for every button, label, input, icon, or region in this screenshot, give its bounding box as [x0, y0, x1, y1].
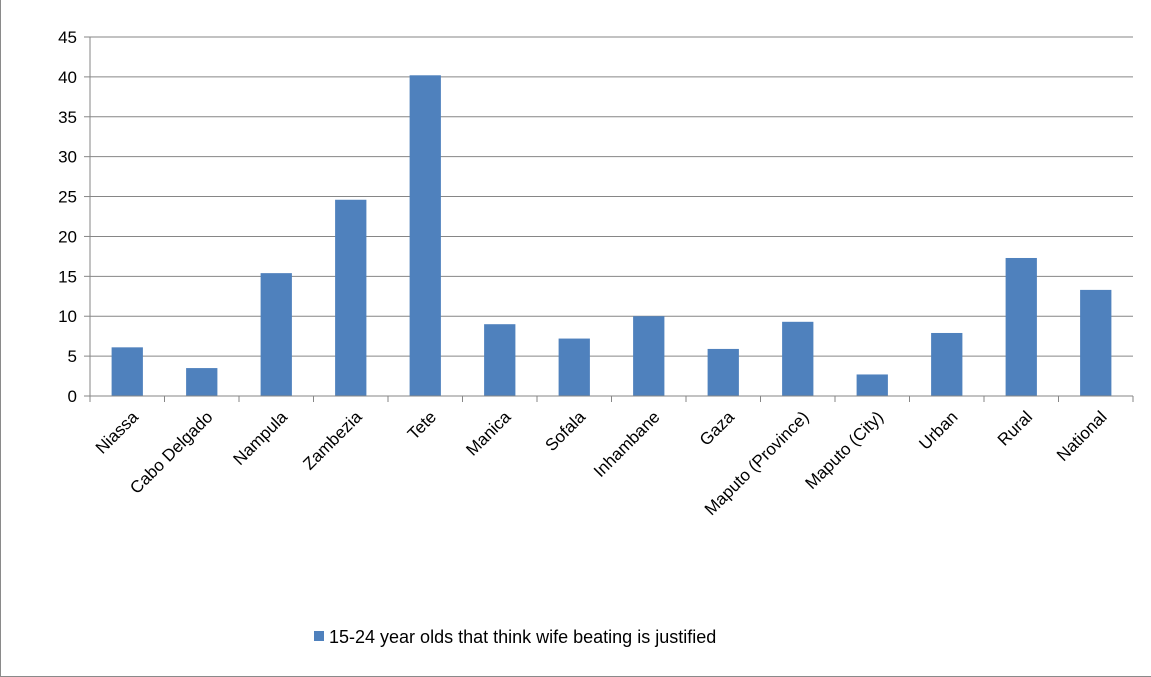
y-tick-label: 30	[58, 148, 77, 167]
bar	[558, 338, 590, 396]
legend-swatch	[314, 631, 324, 641]
x-category-label: Zambezia	[299, 407, 366, 474]
y-tick-label: 5	[68, 347, 77, 366]
bar	[335, 199, 367, 396]
x-category-label: Niassa	[92, 407, 143, 458]
bar	[931, 332, 963, 396]
x-category-label: Urban	[915, 407, 961, 453]
axes	[84, 36, 1134, 402]
bar	[1080, 289, 1112, 396]
y-tick-label: 40	[58, 68, 77, 87]
x-category-label: Manica	[462, 407, 515, 460]
y-tick-label: 10	[58, 307, 77, 326]
y-tick-label: 15	[58, 267, 77, 286]
bar	[782, 321, 814, 396]
bar	[633, 316, 665, 396]
y-tick-labels: 0 5 10 15 20 25 30 35 40 45	[58, 28, 77, 406]
x-category-label: Nampula	[230, 407, 292, 469]
x-category-label: National	[1053, 407, 1111, 465]
bar	[707, 348, 739, 396]
bar	[856, 374, 888, 396]
x-category-label: Gaza	[696, 407, 739, 450]
y-tick-label: 45	[58, 28, 77, 47]
x-category-label: Sofala	[542, 407, 590, 455]
y-tick-label: 0	[68, 387, 77, 406]
x-category-label: Rural	[994, 407, 1036, 449]
x-category-label: Maputo (City)	[801, 407, 887, 493]
bar	[1005, 257, 1037, 396]
gridlines	[90, 36, 1133, 357]
bar	[186, 368, 218, 396]
x-category-label: Tete	[404, 407, 440, 443]
legend-label: 15-24 year olds that think wife beating …	[329, 627, 716, 647]
y-tick-label: 20	[58, 227, 77, 246]
bar	[260, 273, 292, 396]
bar	[111, 347, 143, 396]
bar	[409, 75, 441, 396]
bars	[111, 75, 1112, 396]
bar	[484, 324, 516, 396]
y-tick-label: 25	[58, 188, 77, 207]
legend: 15-24 year olds that think wife beating …	[314, 627, 716, 647]
y-tick-label: 35	[58, 108, 77, 127]
x-category-label: Inhambane	[590, 407, 664, 481]
